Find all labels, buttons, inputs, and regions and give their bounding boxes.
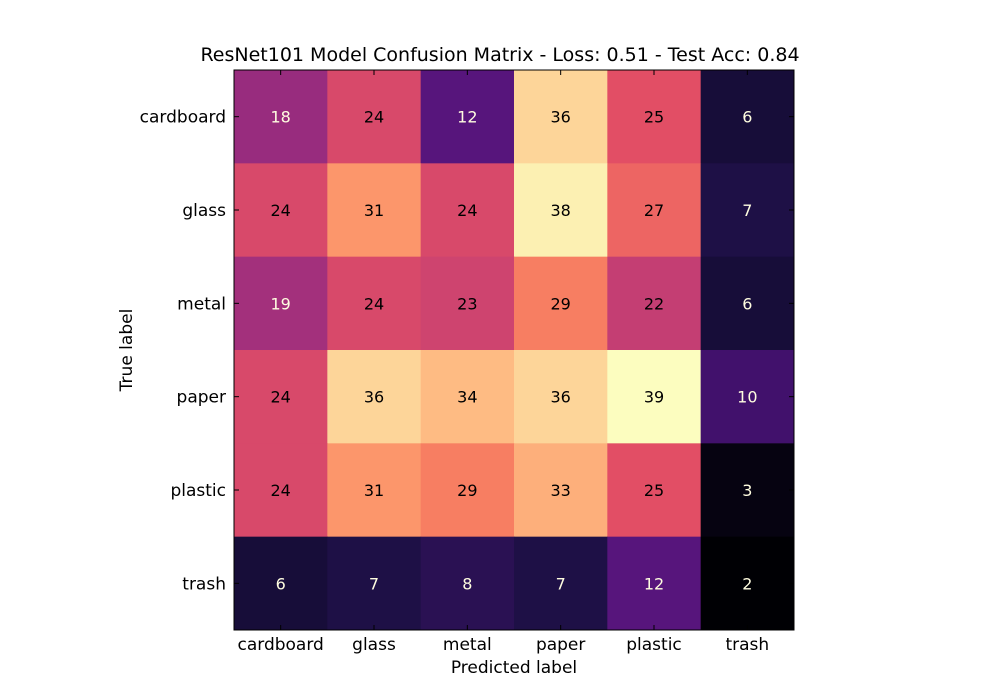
heatmap-cell	[420, 256, 515, 351]
plot-frame	[233, 69, 795, 631]
heatmap-cell	[234, 256, 328, 351]
heatmap-cell	[420, 163, 515, 258]
x-axis-label: Predicted label	[451, 658, 577, 678]
chart-title: ResNet101 Model Confusion Matrix - Loss:…	[200, 44, 800, 66]
heatmap-cell	[327, 163, 422, 258]
heatmap-cell	[514, 536, 608, 631]
heatmap-cell	[234, 163, 328, 258]
cell-value-label: 36	[364, 388, 384, 407]
heatmap-cell	[327, 70, 422, 164]
heatmap-cell	[420, 70, 515, 164]
heatmap-cell	[514, 256, 608, 351]
cell-value-label: 7	[369, 574, 379, 593]
cell-value-label: 8	[462, 574, 472, 593]
cell-value-label: 33	[550, 481, 570, 500]
cell-value-label: 38	[550, 201, 570, 220]
cell-value-label: 24	[270, 201, 290, 220]
heatmap-cells	[234, 70, 795, 631]
heatmap-cell	[514, 163, 608, 258]
heatmap-cell	[700, 256, 795, 351]
heatmap-cell	[234, 536, 328, 631]
x-tick-label: plastic	[626, 635, 682, 655]
heatmap-cell	[700, 443, 795, 538]
cell-value-label: 10	[737, 388, 757, 407]
cell-value-label: 27	[644, 201, 664, 220]
cell-value-label: 24	[270, 388, 290, 407]
heatmap-cell	[327, 443, 422, 538]
cell-value-label: 12	[457, 108, 477, 127]
cell-value-label: 25	[644, 108, 664, 127]
cell-value-label: 29	[550, 294, 570, 313]
cell-labels: 18 24 12 36 25 624 31 24 38 27 719 24 23 29 22 624 36 34 3…	[270, 108, 757, 594]
heatmap-cell	[327, 256, 422, 351]
cell-value-label: 31	[364, 201, 384, 220]
cell-value-label: 7	[556, 574, 566, 593]
y-tick-label: trash	[182, 574, 226, 594]
y-tick-label: paper	[177, 388, 226, 408]
x-tick-label: glass	[352, 635, 396, 655]
heatmap-cell	[700, 536, 795, 631]
y-tick-label: cardboard	[140, 108, 226, 128]
cell-value-label: 2	[742, 574, 752, 593]
heatmap-cell	[700, 350, 795, 444]
heatmap-cell	[234, 70, 328, 164]
heatmap-cell	[514, 70, 608, 164]
cell-value-label: 7	[742, 201, 752, 220]
x-tick-label: metal	[443, 635, 492, 655]
y-tick-label: glass	[182, 201, 226, 221]
cell-value-label: 6	[742, 108, 752, 127]
x-tick-label: trash	[725, 635, 769, 655]
heatmap-cell	[327, 350, 422, 444]
cell-value-label: 24	[364, 294, 384, 313]
cell-value-label: 6	[742, 294, 752, 313]
cell-value-label: 34	[457, 388, 477, 407]
cell-value-label: 18	[270, 108, 290, 127]
y-tick-label: metal	[177, 294, 226, 314]
heatmap-cell	[607, 163, 702, 258]
cell-value-label: 39	[644, 388, 664, 407]
cell-value-label: 36	[550, 388, 570, 407]
heatmap-cell	[420, 350, 515, 444]
heatmap-cell	[420, 536, 515, 631]
cell-value-label: 22	[644, 294, 664, 313]
cell-value-label: 24	[270, 481, 290, 500]
heatmap-cell	[607, 536, 702, 631]
cell-value-label: 24	[457, 201, 477, 220]
heatmap-cell	[234, 350, 328, 444]
cell-value-label: 24	[364, 108, 384, 127]
heatmap-cell	[514, 350, 608, 444]
heatmap-cell	[607, 70, 702, 164]
cell-value-label: 3	[742, 481, 752, 500]
cell-value-label: 31	[364, 481, 384, 500]
cell-value-label: 19	[270, 294, 290, 313]
x-tick-label: cardboard	[237, 635, 323, 655]
heatmap-cell	[514, 443, 608, 538]
cell-value-label: 29	[457, 481, 477, 500]
heatmap-cell	[700, 70, 795, 164]
cell-value-label: 6	[276, 574, 286, 593]
cell-value-label: 25	[644, 481, 664, 500]
cell-value-label: 12	[644, 574, 664, 593]
cell-value-label: 36	[550, 108, 570, 127]
axis-ticks: cardboard glass metal paper plastic trash card…	[140, 70, 794, 655]
heatmap-cell	[607, 256, 702, 351]
heatmap-cell	[234, 443, 328, 538]
x-tick-label: paper	[536, 635, 585, 655]
heatmap-cell	[607, 350, 702, 444]
y-tick-label: plastic	[170, 481, 226, 501]
heatmap-cell	[607, 443, 702, 538]
y-axis-label: True label	[117, 309, 137, 393]
heatmap-cell	[700, 163, 795, 258]
cell-value-label: 23	[457, 294, 477, 313]
heatmap-cell	[420, 443, 515, 538]
heatmap-cell	[327, 536, 422, 631]
